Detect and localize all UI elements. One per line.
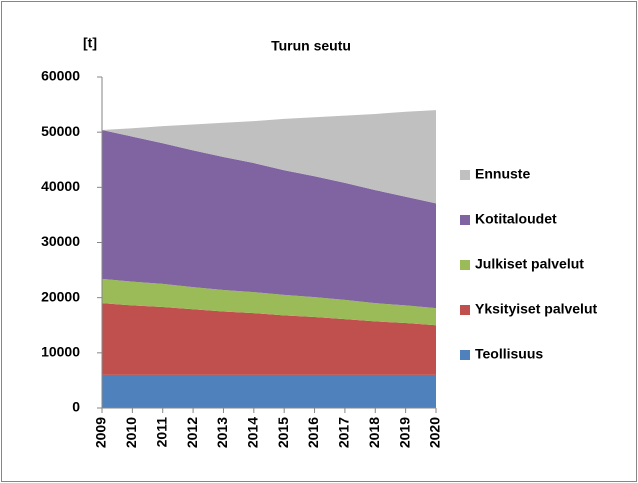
x-tick-label: 2018 xyxy=(366,417,382,448)
y-tick-label: 40000 xyxy=(41,178,80,194)
area xyxy=(102,110,436,204)
chart-title: Turun seutu xyxy=(271,38,351,54)
y-tick-label: 30000 xyxy=(41,233,80,249)
legend-label: Teollisuus xyxy=(475,346,543,362)
x-tick-label: 2009 xyxy=(93,417,109,448)
legend-label: Kotitaloudet xyxy=(475,211,557,227)
area xyxy=(102,374,436,408)
legend-swatch xyxy=(460,350,470,360)
x-tick-label: 2010 xyxy=(123,417,139,448)
y-axis-label: [t] xyxy=(83,35,97,51)
legend-label: Julkiset palvelut xyxy=(475,256,584,272)
area xyxy=(102,278,436,326)
x-tick-label: 2019 xyxy=(396,417,412,448)
legend-swatch xyxy=(460,260,470,270)
x-tick-label: 2016 xyxy=(305,417,321,448)
area xyxy=(102,303,436,375)
x-tick-label: 2017 xyxy=(336,417,352,448)
x-tick-label: 2011 xyxy=(153,417,169,448)
legend-swatch xyxy=(460,215,470,225)
legend-swatch xyxy=(460,170,470,180)
x-tick-label: 2012 xyxy=(184,417,200,448)
area xyxy=(102,129,436,309)
y-tick-label: 50000 xyxy=(41,123,80,139)
y-tick-label: 0 xyxy=(72,399,80,415)
y-tick-label: 20000 xyxy=(41,288,80,304)
legend-label: Yksityiset palvelut xyxy=(475,301,598,317)
legend-swatch xyxy=(460,305,470,315)
x-tick-label: 2014 xyxy=(245,417,261,448)
y-tick-label: 10000 xyxy=(41,344,80,360)
x-tick-label: 2013 xyxy=(214,417,230,448)
x-tick-label: 2015 xyxy=(275,417,291,448)
legend-label: Ennuste xyxy=(475,166,530,182)
y-tick-label: 60000 xyxy=(41,68,80,84)
x-tick-label: 2020 xyxy=(427,417,443,448)
